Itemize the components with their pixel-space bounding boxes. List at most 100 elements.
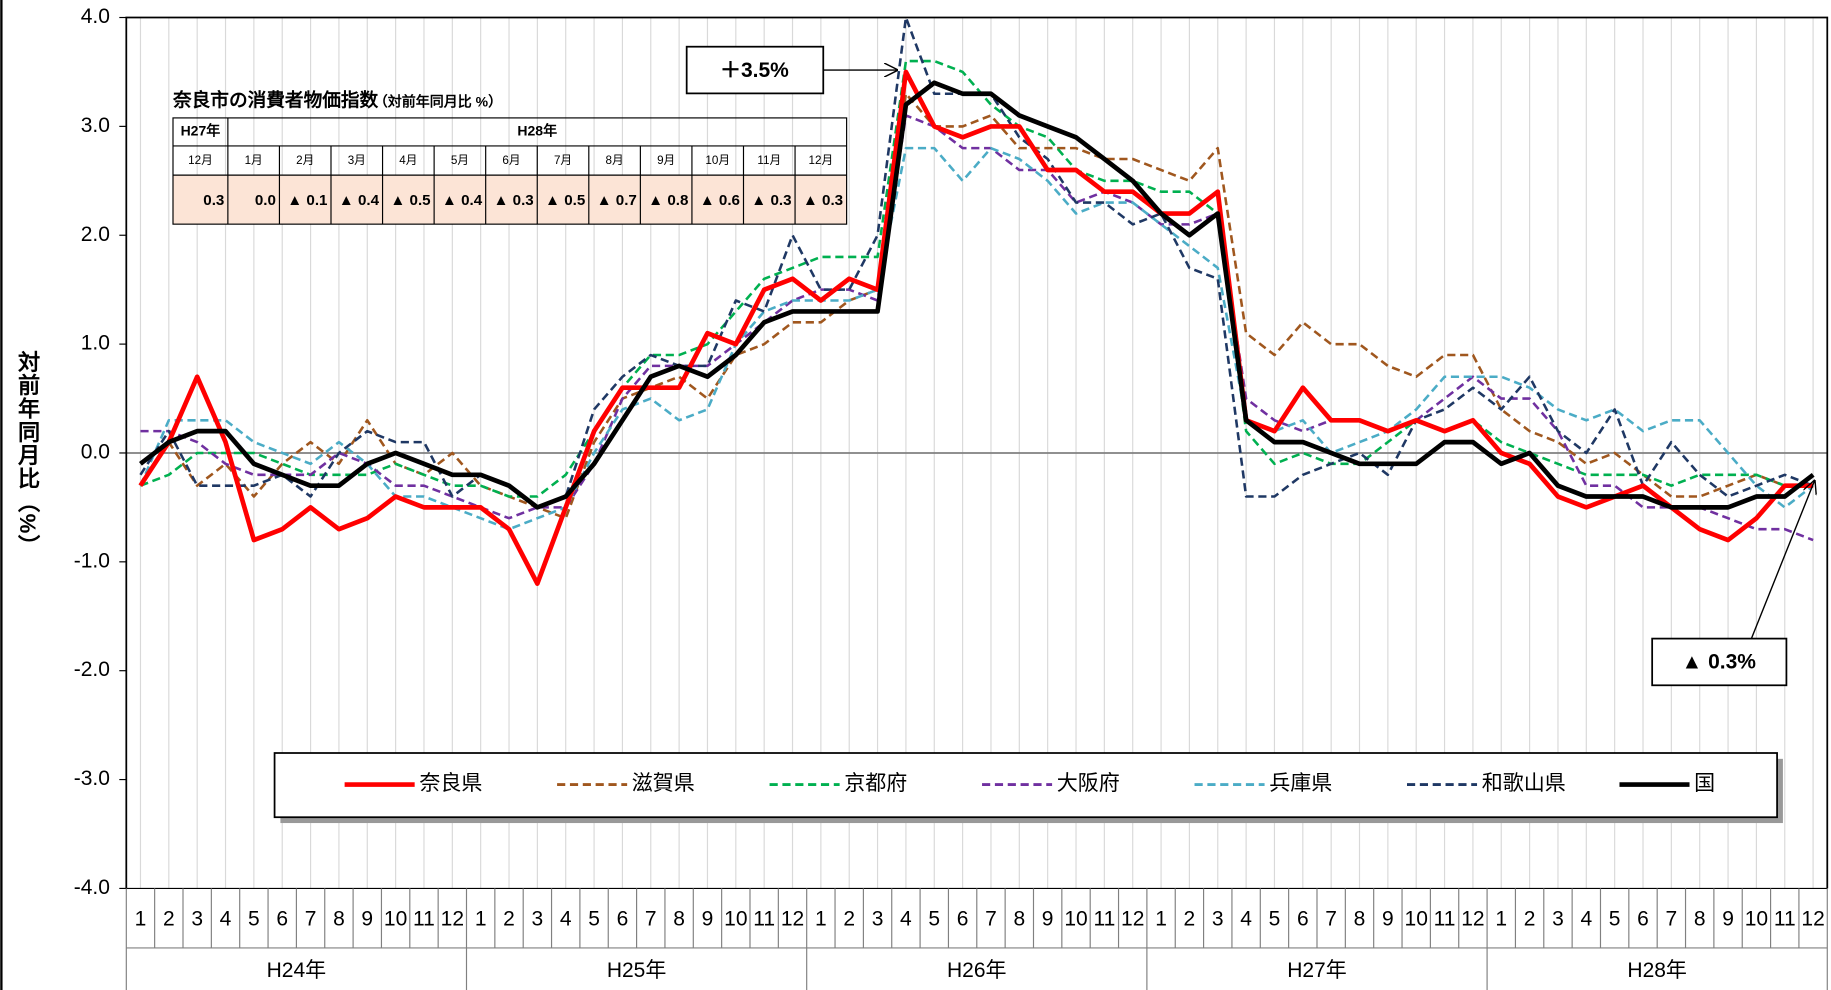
x-tick-label: 3 [191, 907, 203, 930]
x-tick-label: 9 [1722, 907, 1734, 930]
x-tick-label: 11 [1434, 907, 1456, 930]
x-tick-label: 4 [1240, 907, 1252, 930]
series-line [138, 69, 1814, 586]
x-tick-label: 6 [276, 907, 288, 930]
table-month: 5月 [451, 154, 469, 167]
x-tick-label: 7 [1325, 907, 1337, 930]
series-line [139, 59, 1814, 498]
table-value: ▲ 0.8 [648, 192, 688, 209]
x-tick-label: 5 [928, 907, 940, 930]
x-group-label: H25年 [607, 959, 667, 982]
x-tick-label: 7 [645, 907, 657, 930]
series-line [140, 114, 1814, 542]
table-month: 12月 [809, 154, 834, 167]
x-tick-label: 7 [985, 907, 997, 930]
annotation-box [1651, 637, 1788, 687]
x-tick-label: 5 [1269, 907, 1281, 930]
x-tick-label: 8 [1694, 907, 1706, 930]
plot-frame [125, 16, 1829, 889]
legend-label: 滋賀県 [632, 772, 695, 795]
table-values-bg [173, 175, 847, 225]
x-tick-label: 10 [1064, 907, 1087, 930]
table-value: ▲ 0.3 [751, 192, 791, 209]
x-tick-label: 2 [163, 907, 175, 930]
table-value: ▲ 0.4 [339, 192, 380, 209]
y-tick-label: -3.0 [74, 767, 110, 790]
table-title: 奈良市の消費者物価指数 [172, 90, 379, 111]
x-tick-label: 8 [333, 907, 345, 930]
legend-label: 和歌山県 [1482, 772, 1566, 795]
x-tick-label: 4 [220, 907, 232, 930]
x-tick-label: 3 [872, 907, 884, 930]
x-group-label: H27年 [1287, 959, 1347, 982]
x-tick-label: 11 [1774, 907, 1796, 930]
y-tick-label: 4.0 [81, 5, 110, 28]
annotation-arrow [1750, 481, 1814, 639]
x-tick-label: 11 [413, 907, 435, 930]
annotation: ▲ 0.3% [1681, 651, 1756, 674]
table-month: 4月 [399, 154, 417, 167]
table-value: 0.0 [255, 192, 276, 209]
x-tick-label: 6 [617, 907, 629, 930]
table-value: ▲ 0.5 [390, 192, 430, 209]
x-tick-label: 12 [441, 907, 464, 930]
y-tick-label: -1.0 [74, 549, 110, 572]
legend-label: 国 [1694, 772, 1715, 795]
x-tick-label: 9 [361, 907, 373, 930]
x-tick-label: 12 [1121, 907, 1144, 930]
x-tick-label: 7 [1666, 907, 1678, 930]
table-year: H28年 [517, 123, 557, 139]
table-month: 6月 [502, 154, 520, 167]
table-month: 2月 [296, 154, 314, 167]
x-tick-label: 12 [1801, 907, 1824, 930]
table-value: ▲ 0.3 [493, 192, 533, 209]
series-line [139, 16, 1814, 509]
x-tick-label: 8 [1013, 907, 1025, 930]
x-tick-label: 2 [843, 907, 855, 930]
table-value: ▲ 0.5 [545, 192, 585, 209]
x-tick-label: 6 [957, 907, 969, 930]
legend-label: 兵庫県 [1269, 772, 1332, 795]
x-tick-label: 1 [1155, 907, 1167, 930]
table-value: ▲ 0.3 [803, 192, 843, 209]
x-tick-label: 12 [781, 907, 804, 930]
x-tick-label: 2 [1524, 907, 1536, 930]
x-tick-label: 4 [900, 907, 912, 930]
table-value: ▲ 0.7 [597, 192, 637, 209]
x-tick-label: 11 [1093, 907, 1115, 930]
x-tick-label: 3 [532, 907, 544, 930]
table-month: 8月 [606, 154, 624, 167]
x-tick-label: 10 [1405, 907, 1428, 930]
y-tick-label: 3.0 [81, 114, 110, 137]
table-value: ▲ 0.1 [287, 192, 327, 209]
table-month: 3月 [348, 154, 366, 167]
x-tick-label: 9 [1042, 907, 1054, 930]
annotation: ＋3.5% [720, 59, 789, 82]
x-tick-label: 4 [1580, 907, 1592, 930]
x-tick-label: 6 [1297, 907, 1309, 930]
table-month: 11月 [757, 154, 781, 167]
x-group-label: H26年 [947, 959, 1007, 982]
x-tick-label: 10 [1745, 907, 1768, 930]
x-tick-label: 10 [724, 907, 747, 930]
table-month: 7月 [554, 154, 572, 167]
x-tick-label: 2 [1184, 907, 1196, 930]
y-tick-label: 0.0 [81, 441, 110, 464]
x-tick-label: 12 [1461, 907, 1484, 930]
table-month: 10月 [705, 154, 730, 167]
x-tick-label: 9 [1382, 907, 1394, 930]
table-month: 9月 [657, 154, 675, 167]
x-tick-label: 11 [753, 907, 775, 930]
series-line [139, 146, 1814, 531]
table-value: 0.3 [203, 192, 224, 209]
x-tick-label: 3 [1552, 907, 1564, 930]
y-tick-label: 2.0 [81, 223, 110, 246]
legend-label: 京都府 [844, 772, 907, 795]
x-tick-label: 3 [1212, 907, 1224, 930]
x-tick-label: 1 [475, 907, 487, 930]
table-frame [172, 117, 848, 225]
x-tick-label: 8 [1354, 907, 1366, 930]
x-group-label: H24年 [267, 959, 327, 982]
legend-label: 奈良県 [419, 772, 482, 795]
table-year: H27年 [181, 123, 221, 139]
